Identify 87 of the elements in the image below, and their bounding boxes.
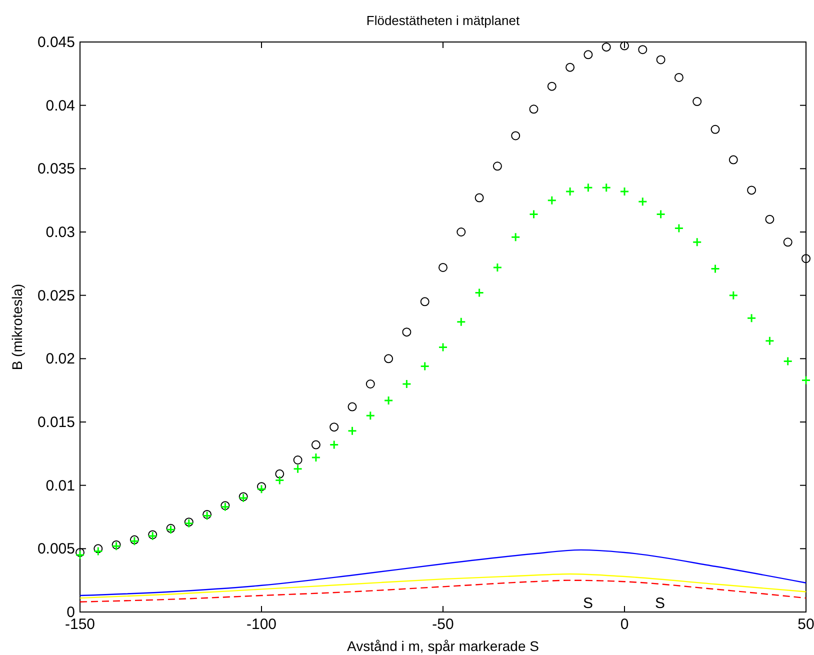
point [547,82,556,91]
point [566,62,575,72]
point [602,182,612,192]
y-tick-label: 0.045 [37,34,75,51]
point [420,297,430,306]
point [802,254,810,264]
point [348,402,357,412]
point [602,42,611,52]
point [274,476,284,486]
point [76,548,84,557]
point [311,440,320,450]
point [529,210,538,220]
point [94,544,103,554]
y-tick-label: 0.015 [37,414,75,431]
point [293,456,302,464]
point [692,237,702,247]
point [275,469,284,478]
point [583,182,593,192]
point [492,262,502,272]
point [529,104,538,114]
point [674,223,684,233]
point [93,546,103,556]
point [656,210,666,220]
x-axis-title: Avstånd i m, spår markerade S [347,638,539,654]
point [438,342,448,352]
point [330,422,339,432]
point [765,214,774,224]
point [674,72,684,82]
annotation: S [654,595,666,612]
point [420,362,430,372]
point [764,336,774,346]
point [293,464,303,474]
point [783,356,793,366]
x-tick-label: -150 [64,616,96,633]
point [728,290,738,300]
y-tick-label: 0.025 [37,287,75,304]
x-tick-label: -50 [432,616,454,633]
point [492,162,502,171]
point [366,380,375,388]
point [710,264,720,274]
y-axis-title: B (mikrotesla) [9,284,25,370]
point [402,328,412,337]
line-series [79,573,807,599]
point [728,155,738,164]
x-tick-label: -100 [246,616,277,633]
x-tick-label: 50 [798,616,814,633]
point [620,41,629,50]
point [257,482,266,492]
point [456,228,466,236]
y-tick-label: 0.03 [46,224,75,241]
point [311,452,321,462]
point [638,45,648,54]
point [384,354,394,364]
annotation: S [582,595,594,612]
x-tick-label: 0 [620,616,629,633]
point [329,440,339,450]
point [402,379,412,389]
y-tick-label: 0.04 [46,97,75,114]
point [547,196,557,206]
point [620,186,630,196]
point [746,313,756,323]
point [366,410,376,420]
point [75,550,85,560]
point [511,131,520,140]
point [565,186,575,196]
point [747,186,756,195]
y-tick-label: 0.005 [37,540,75,558]
point [710,124,720,134]
point [656,55,666,64]
point [384,396,394,406]
point [692,97,702,106]
point [438,262,448,272]
point [456,317,466,327]
point [638,196,648,206]
chart-title: Flödestätheten i mätplanet [366,13,520,28]
point [474,193,484,202]
line-series [79,549,807,596]
point [801,375,811,385]
y-tick-label: 0.01 [46,477,75,494]
point [474,288,484,298]
y-tick-label: 0.035 [37,160,75,178]
point [348,426,357,436]
point [584,50,593,60]
point [256,484,266,494]
point [510,232,520,242]
point [783,238,792,247]
y-tick-label: 0.02 [46,350,75,368]
